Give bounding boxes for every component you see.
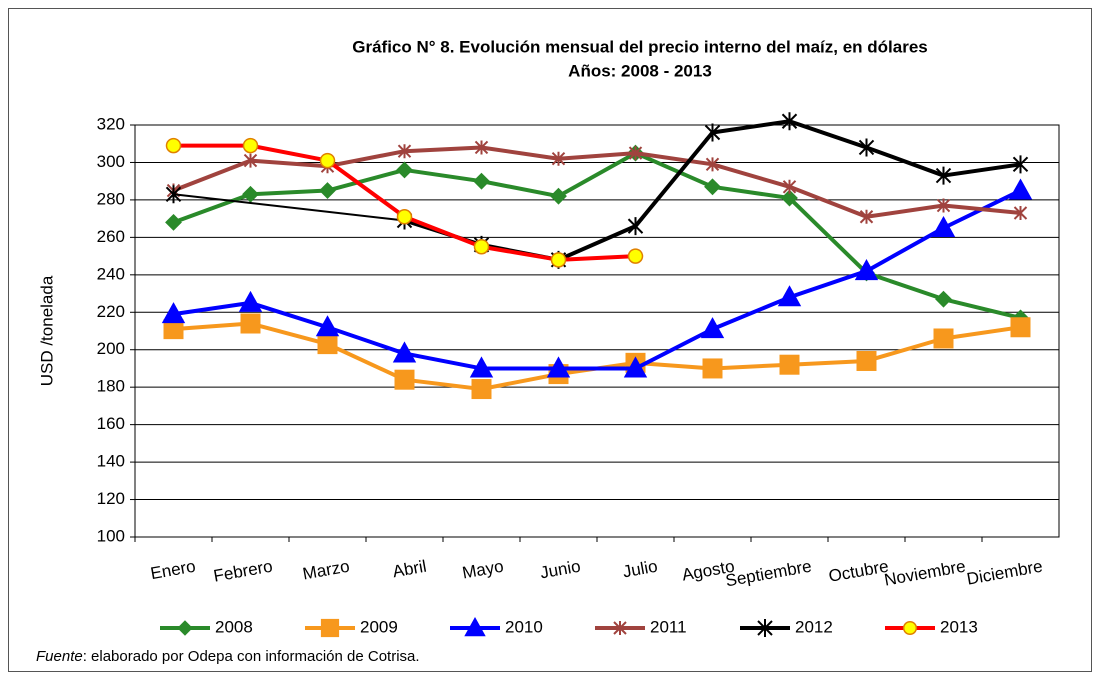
y-tick-label: 140	[97, 452, 125, 471]
legend-label: 2011	[650, 617, 687, 636]
data-point	[243, 153, 258, 168]
source-text: : elaborado por Odepa con información de…	[83, 648, 420, 665]
data-point	[1010, 317, 1031, 338]
data-point	[242, 185, 259, 203]
legend-label: 2012	[795, 617, 833, 636]
data-point	[397, 144, 412, 159]
series-line	[172, 145, 1021, 219]
data-point	[396, 161, 413, 179]
y-tick-label: 100	[97, 526, 125, 545]
chart-subtitle: Años: 2008 - 2013	[568, 61, 712, 80]
data-point	[161, 302, 186, 324]
series-line	[172, 151, 1021, 320]
data-point	[165, 185, 182, 204]
data-point	[931, 215, 956, 237]
data-point	[623, 356, 648, 378]
data-point	[781, 112, 798, 131]
data-point	[1008, 178, 1033, 200]
data-point	[1012, 155, 1029, 174]
data-point	[936, 198, 951, 213]
data-point	[469, 356, 494, 378]
data-point	[317, 334, 338, 355]
data-point	[704, 123, 721, 142]
legend-label: 2008	[215, 617, 253, 636]
y-tick-label: 200	[97, 339, 125, 358]
data-point	[858, 138, 875, 157]
legend-marker	[177, 620, 193, 636]
chart-border	[8, 8, 1092, 672]
data-point	[240, 313, 261, 334]
data-point	[165, 137, 182, 154]
y-tick-label: 240	[97, 264, 125, 283]
y-tick-label: 260	[97, 227, 125, 246]
data-point	[700, 317, 725, 339]
y-axis-label: USD /tonelada	[37, 275, 56, 386]
data-point	[627, 248, 644, 264]
legend-marker	[464, 616, 486, 637]
data-point	[628, 146, 643, 161]
data-point	[165, 213, 182, 231]
data-point	[1013, 206, 1028, 221]
data-point	[551, 151, 566, 166]
y-tick-label: 300	[97, 152, 125, 171]
data-point	[238, 290, 263, 312]
data-point	[933, 328, 954, 349]
series-line	[173, 188, 1022, 371]
data-point	[935, 166, 952, 185]
data-point	[777, 285, 802, 307]
data-point	[319, 182, 336, 199]
data-point	[702, 358, 723, 379]
data-point	[854, 259, 879, 281]
gap-connector	[173, 193, 405, 222]
legend-label: 2013	[940, 617, 978, 636]
y-tick-label: 180	[97, 377, 125, 396]
data-point	[471, 379, 492, 400]
source: Fuente: elaborado por Odepa con informac…	[36, 648, 420, 665]
data-point	[705, 157, 720, 172]
legend-marker	[902, 620, 918, 636]
y-tick-label: 320	[97, 114, 125, 133]
data-point	[473, 238, 490, 255]
legend-label: 2010	[505, 617, 543, 636]
y-tick-label: 160	[97, 414, 125, 433]
data-point	[627, 217, 644, 236]
data-point	[856, 350, 877, 371]
data-point	[859, 209, 874, 224]
y-tick-label: 280	[97, 189, 125, 208]
data-point	[315, 315, 340, 337]
data-point	[546, 356, 571, 378]
data-point	[394, 369, 415, 390]
data-point	[396, 209, 413, 225]
legend-marker	[613, 621, 627, 635]
legend-marker	[320, 618, 340, 638]
source-label: Fuente	[36, 648, 83, 665]
data-point	[782, 179, 797, 194]
data-point	[779, 354, 800, 375]
chart-title: Gráfico N° 8. Evolución mensual del prec…	[352, 37, 928, 56]
data-point	[704, 178, 721, 196]
data-point	[392, 341, 417, 363]
y-tick-label: 120	[97, 489, 125, 508]
data-point	[319, 152, 336, 169]
data-point	[242, 137, 259, 154]
series	[165, 137, 644, 268]
data-point	[550, 252, 567, 268]
series	[161, 178, 1033, 378]
y-tick-label: 220	[97, 302, 125, 321]
data-point	[474, 140, 489, 155]
legend-marker	[757, 619, 773, 637]
data-point	[781, 189, 798, 207]
data-point	[550, 187, 567, 205]
legend-label: 2009	[360, 617, 398, 636]
data-point	[935, 290, 952, 308]
data-point	[473, 172, 490, 190]
